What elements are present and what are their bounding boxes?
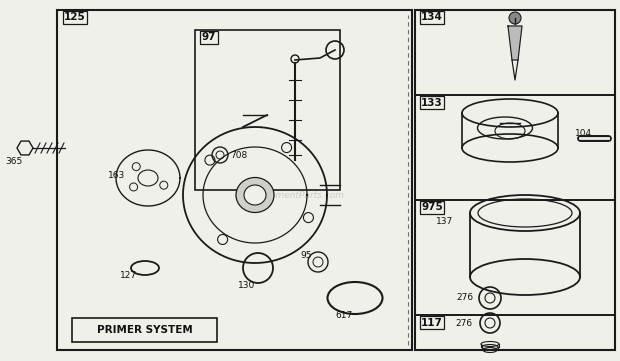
Text: 125: 125 [64, 13, 86, 22]
Text: 97: 97 [202, 32, 216, 43]
Bar [415, 10, 615, 350]
Text: eReplacementParts.com: eReplacementParts.com [235, 191, 345, 200]
Text: 276: 276 [455, 318, 472, 327]
Text: 117: 117 [421, 318, 443, 327]
Polygon shape [508, 26, 522, 60]
Bar [57, 10, 412, 350]
Text: 163: 163 [108, 170, 125, 179]
Text: 104: 104 [575, 129, 592, 138]
Circle shape [509, 12, 521, 24]
Text: 975: 975 [421, 203, 443, 213]
Bar [420, 201, 444, 214]
Bar [200, 31, 218, 44]
Text: 276: 276 [456, 293, 473, 303]
Bar [420, 316, 444, 329]
Text: 365: 365 [6, 157, 22, 166]
Bar [420, 96, 444, 109]
Bar [415, 200, 615, 315]
Text: 137: 137 [436, 217, 453, 226]
Text: 134: 134 [421, 13, 443, 22]
Bar [415, 10, 615, 95]
Text: 127: 127 [120, 270, 137, 279]
Bar [415, 315, 615, 350]
Text: 133: 133 [421, 97, 443, 108]
Text: PRIMER SYSTEM: PRIMER SYSTEM [97, 325, 192, 335]
Bar [420, 11, 444, 24]
Ellipse shape [244, 185, 266, 205]
Bar [195, 30, 340, 190]
Bar [415, 95, 615, 200]
Text: 708: 708 [230, 151, 247, 160]
Ellipse shape [236, 178, 274, 213]
Text: 617: 617 [335, 310, 352, 319]
Bar [63, 11, 87, 24]
Bar [72, 318, 217, 342]
Text: 95: 95 [300, 252, 311, 261]
Text: 130: 130 [238, 282, 255, 291]
